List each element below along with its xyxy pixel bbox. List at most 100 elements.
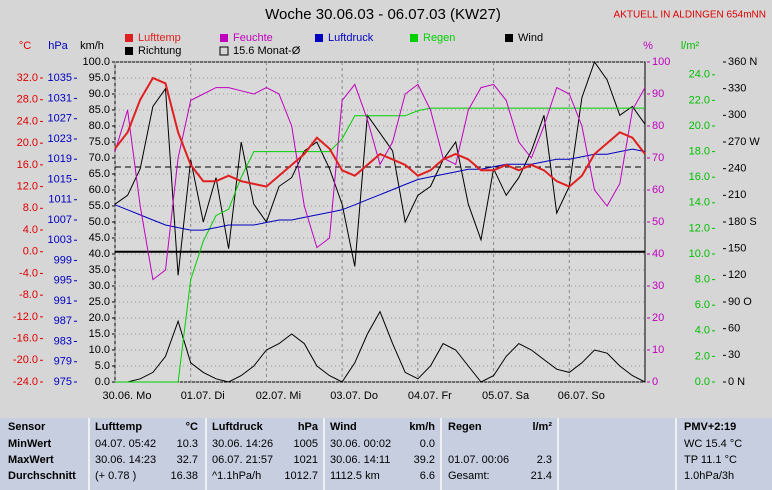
y-tick-label: 80.0 [89,120,110,132]
table-cell: 30.06. 14:26 [212,438,273,450]
table-cell: 04.07. 05:42 [95,438,156,450]
legend-label: Feuchte [233,32,273,44]
table-header: Wind [330,421,357,433]
y-tick-label: 987 [54,315,72,327]
table-cell: 30.06. 14:23 [95,454,156,466]
y-tick-label: 1011 [48,194,72,206]
y-tick-label: 32.0 [17,72,38,84]
y-tick-label: 40 [652,248,664,260]
y-tick-label: 85.0 [89,104,110,116]
axis-title: l/m² [681,40,700,52]
y-tick-label: 30 [728,349,740,361]
y-tick-label: 1015 [48,173,72,185]
y-tick-label: 90 O [728,296,752,308]
y-tick-label: 0 [652,376,658,388]
row-label: MaxWert [8,454,54,466]
y-tick-label: 330 [728,83,746,95]
y-tick-label: 70 [652,152,664,164]
series-line [114,76,646,188]
table-header: PMV+2:19 [684,421,736,433]
table-cell: 1021 [294,454,318,466]
y-tick-label: 22.0 [689,94,710,106]
x-tick-label: 30.06. Mo [103,390,152,402]
y-tick-label: 1035 [48,72,72,84]
y-tick-label: 20.0 [689,120,710,132]
table-header: hPa [298,421,319,433]
y-tick-label: 50.0 [89,216,110,228]
y-tick-label: 0.0 [695,376,710,388]
table-cell: 1.0hPa/3h [684,470,734,482]
y-tick-label: 10.0 [689,248,710,260]
y-tick-label: 20 [652,312,664,324]
table-cell: 32.7 [177,454,198,466]
axis-title: km/h [80,40,104,52]
y-tick-label: 60 [652,184,664,196]
axis-title: hPa [48,40,68,52]
legend-swatch [505,34,513,42]
x-tick-label: 01.07. Di [181,390,225,402]
y-tick-label: 95.0 [89,72,110,84]
y-tick-label: 300 [728,109,746,121]
table-cell: 10.3 [177,438,198,450]
y-tick-label: 1031 [48,92,72,104]
table-cell: 01.07. 00:06 [448,454,509,466]
y-tick-label: 50 [652,216,664,228]
y-tick-label: 120 [728,269,746,281]
y-tick-label: 975 [54,376,72,388]
table-cell: 39.2 [414,454,435,466]
table-cell: 1005 [294,438,318,450]
y-tick-label: 5.0 [95,360,110,372]
y-tick-label: 60.0 [89,184,110,196]
series-line [115,310,646,383]
y-tick-label: 20.0 [89,312,110,324]
y-tick-label: 1007 [48,214,72,226]
x-tick-label: 02.07. Mi [256,390,301,402]
table-cell: 21.4 [531,470,552,482]
table-cell: 2.3 [537,454,552,466]
table-cell: (+ 0.78 ) [95,470,136,482]
y-tick-label: 4.0 [695,325,710,337]
y-tick-label: 360 N [728,56,757,68]
y-tick-label: 983 [54,335,72,347]
table-header: Sensor [8,421,46,433]
y-tick-label: 65.0 [89,168,110,180]
y-tick-label: 2.0 [695,350,710,362]
legend-label: Richtung [138,45,181,57]
table-cell: 06.07. 21:57 [212,454,273,466]
axis-title: % [643,40,653,52]
x-tick-label: 05.07. Sa [482,390,530,402]
legend-label: Lufttemp [138,32,181,44]
series-line [114,148,646,231]
y-tick-label: 28.0 [17,94,38,106]
legend-label: 15.6 Monat-Ø [233,45,301,57]
y-tick-label: 4.0 [23,224,38,236]
table-header: Regen [448,421,482,433]
y-tick-label: 1019 [48,153,72,165]
table-cell: 16.38 [170,470,198,482]
legend-label: Wind [518,32,543,44]
y-tick-label: 55.0 [89,200,110,212]
chart-title: Woche 30.06.03 - 06.07.03 (KW27) [265,6,501,23]
y-tick-label: 16.0 [17,159,38,171]
series-line [115,107,645,383]
y-tick-label: -24.0 [13,376,38,388]
axis-title: °C [19,40,31,52]
table-cell: 1112.5 km [330,470,380,482]
y-tick-label: 999 [54,254,72,266]
table-cell: WC 15.4 °C [684,438,742,450]
y-tick-label: 24.0 [17,115,38,127]
y-tick-label: 60 [728,323,740,335]
legend-swatch [125,34,133,42]
y-tick-label: 8.0 [23,202,38,214]
y-tick-label: 40.0 [89,248,110,260]
legend-swatch [410,34,418,42]
table-cell: 1012.7 [284,470,318,482]
y-tick-label: 8.0 [695,274,710,286]
y-tick-label: 10.0 [89,344,110,356]
y-tick-label: 14.0 [689,197,710,209]
table-cell: 0.0 [420,438,435,450]
y-tick-label: 30 [652,280,664,292]
y-tick-label: 45.0 [89,232,110,244]
y-tick-label: 1003 [48,234,72,246]
y-tick-label: 100 [652,56,670,68]
